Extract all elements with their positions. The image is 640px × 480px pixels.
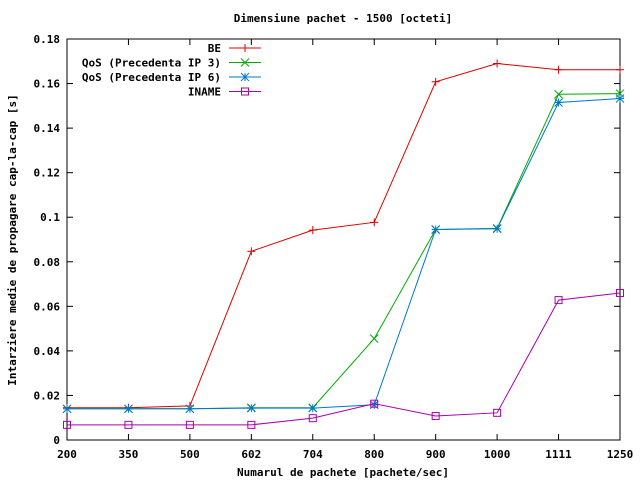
series-layer	[62, 59, 625, 429]
x-tick-label: 704	[303, 448, 323, 461]
x-axis-label: Numarul de pachete [pachete/sec]	[237, 466, 449, 479]
data-point	[308, 226, 317, 235]
series-3	[62, 94, 625, 414]
data-point	[246, 403, 256, 413]
legend-label: QoS (Precedenta IP 6)	[82, 71, 221, 84]
data-point	[185, 404, 195, 414]
data-point	[62, 404, 72, 414]
series-4	[63, 288, 624, 429]
legend-marker	[240, 58, 250, 67]
y-tick-label: 0	[53, 434, 60, 447]
series-line	[67, 93, 621, 410]
data-point	[247, 247, 256, 256]
y-tick-label: 0.18	[34, 33, 61, 46]
data-point	[492, 224, 502, 234]
x-tick-label: 900	[426, 448, 446, 461]
y-tick-label: 0.08	[34, 256, 61, 269]
x-tick-label: 1000	[484, 448, 511, 461]
y-tick-label: 0.06	[34, 300, 61, 313]
x-tick-label: 350	[119, 448, 139, 461]
legend-item: INAME	[188, 86, 261, 99]
data-point	[554, 89, 563, 99]
data-point	[616, 288, 624, 297]
data-point	[554, 296, 563, 305]
data-point	[615, 94, 625, 103]
y-axis-ticks: 0 0.02 0.04 0.06 0.08 0.1 0.12 0.14 0.16 0.18	[34, 33, 620, 447]
y-tick-label: 0.16	[34, 78, 61, 91]
x-tick-label: 1250	[607, 448, 634, 461]
x-tick-label: 800	[364, 448, 384, 461]
legend-label: QoS (Precedenta IP 3)	[82, 57, 221, 70]
data-point	[554, 98, 563, 107]
y-tick-label: 0.04	[34, 345, 61, 358]
y-tick-label: 0.1	[40, 211, 60, 224]
plot-frame	[66, 38, 621, 441]
data-point	[308, 414, 317, 423]
legend-label: BE	[208, 42, 221, 55]
y-tick-label: 0.14	[34, 122, 61, 135]
data-point	[431, 411, 440, 420]
data-point	[247, 420, 256, 429]
series-line	[67, 62, 620, 409]
data-point	[370, 399, 379, 408]
x-tick-label: 1111	[545, 448, 572, 461]
data-point	[124, 420, 133, 429]
data-point	[554, 65, 563, 74]
x-tick-label: 602	[241, 448, 261, 461]
legend-item: QoS (Precedenta IP 3)	[82, 57, 261, 70]
series-1	[63, 59, 624, 412]
data-point	[185, 420, 194, 429]
series-2	[62, 89, 625, 414]
series-line	[67, 97, 621, 410]
legend-marker	[241, 44, 249, 52]
data-point	[63, 420, 71, 429]
data-point	[308, 403, 318, 413]
legend-marker	[240, 72, 250, 82]
legend-marker	[241, 87, 249, 96]
series-line	[67, 292, 621, 426]
data-point	[493, 59, 502, 68]
data-point	[370, 218, 379, 227]
x-tick-label: 200	[57, 448, 77, 461]
data-point	[369, 334, 379, 343]
y-axis-label: Intarziere medie de propagare cap-la-cap…	[6, 94, 19, 385]
y-tick-label: 0.02	[34, 389, 61, 402]
x-axis-ticks: 200 350 500 602 704 800 900 1000 1111 1250	[57, 39, 633, 461]
data-point	[616, 65, 624, 74]
legend-item: QoS (Precedenta IP 6)	[82, 71, 261, 84]
legend-label: INAME	[188, 86, 221, 99]
data-point	[431, 225, 441, 234]
data-point	[493, 408, 502, 417]
x-tick-label: 500	[180, 448, 200, 461]
y-tick-label: 0.12	[34, 167, 61, 180]
legend-item: BE	[208, 42, 261, 55]
chart-title: Dimensiune pachet - 1500 [octeti]	[234, 12, 453, 25]
data-point	[431, 77, 440, 86]
data-point	[124, 404, 133, 414]
legend: BE QoS (Precedenta IP 3)QoS (Precedenta I…	[82, 42, 261, 99]
